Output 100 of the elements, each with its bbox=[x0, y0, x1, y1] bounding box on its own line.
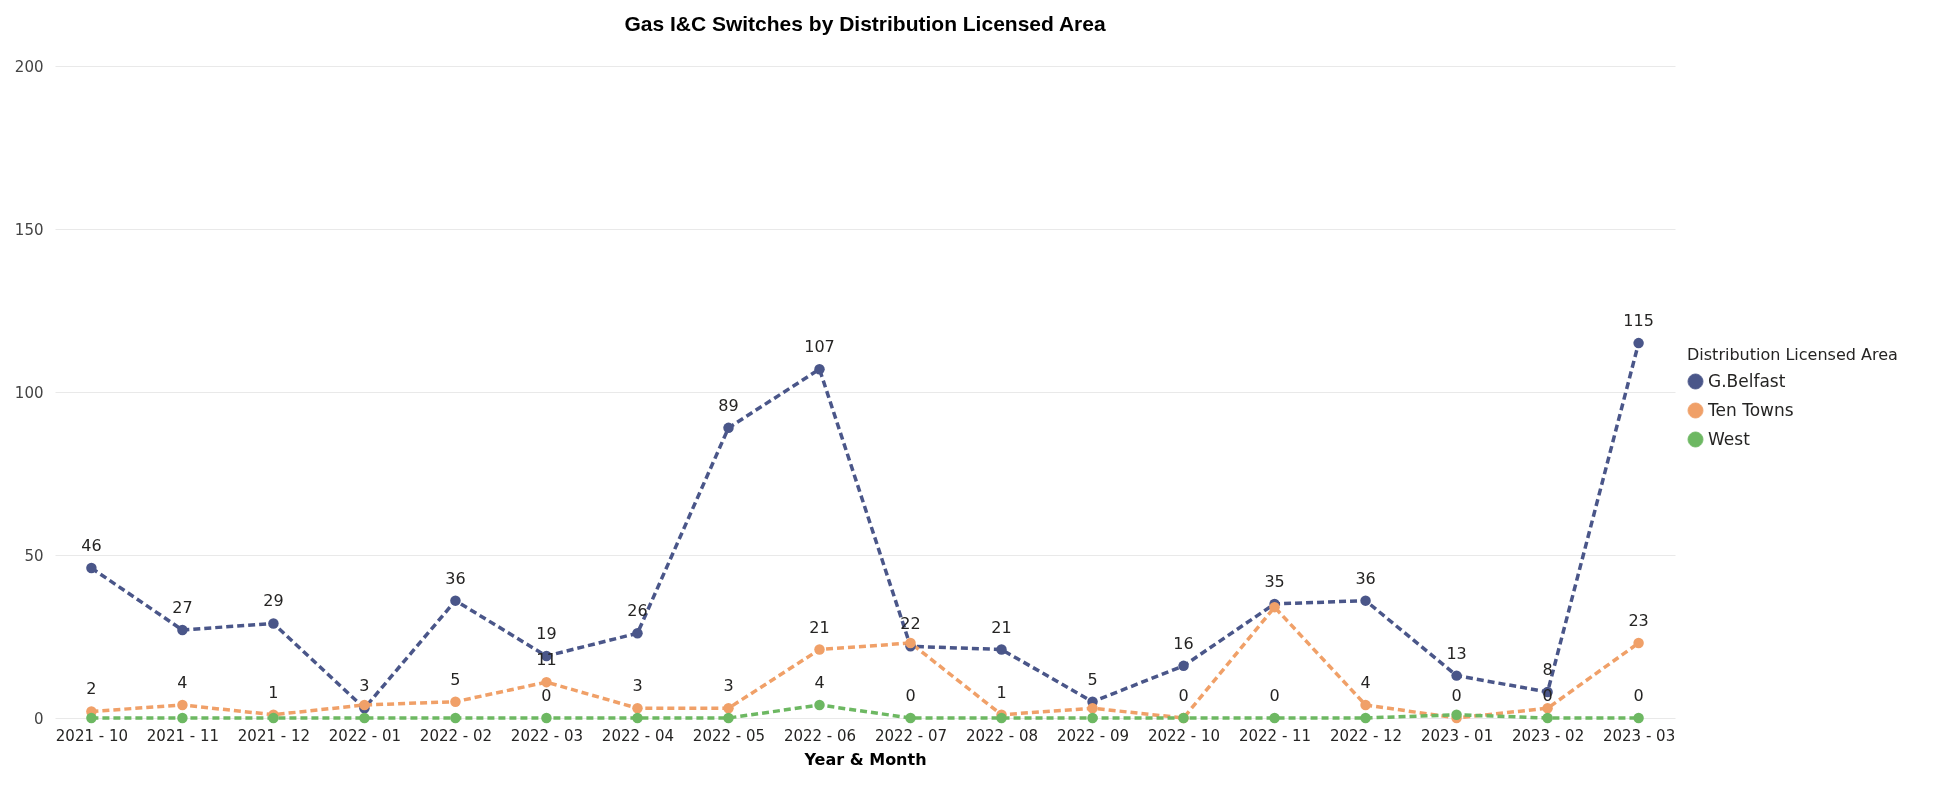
point bbox=[632, 712, 643, 724]
data-label: 8 bbox=[1542, 659, 1553, 679]
data-label: 2 bbox=[86, 679, 97, 699]
y-tick-label: 200 bbox=[14, 57, 44, 76]
x-tick-label: 2022 - 07 bbox=[874, 726, 948, 745]
data-label: 46 bbox=[81, 536, 102, 556]
data-label: 4 bbox=[1360, 672, 1371, 692]
y-tick-label: 150 bbox=[14, 220, 44, 239]
data-label: 16 bbox=[1173, 633, 1194, 653]
data-label: 0 bbox=[1269, 686, 1280, 705]
y-tick-label: 100 bbox=[14, 383, 44, 402]
data-label: 1 bbox=[996, 682, 1007, 702]
legend-label: Ten Towns bbox=[1707, 399, 1794, 420]
point bbox=[996, 644, 1007, 655]
point bbox=[177, 712, 188, 724]
data-label: 36 bbox=[1355, 568, 1376, 588]
point bbox=[1542, 712, 1553, 724]
data-label: 5 bbox=[1087, 669, 1098, 689]
point bbox=[268, 618, 279, 629]
point bbox=[723, 422, 734, 434]
legend-label: West bbox=[1708, 428, 1751, 449]
data-label: 3 bbox=[723, 676, 734, 696]
point bbox=[723, 702, 734, 714]
point bbox=[905, 712, 916, 724]
data-label: 5 bbox=[450, 669, 461, 689]
x-tick-label: 2022 - 12 bbox=[1329, 726, 1403, 745]
x-tick-label: 2021 - 10 bbox=[55, 726, 129, 745]
data-label: 115 bbox=[1623, 311, 1654, 331]
point bbox=[1178, 660, 1189, 672]
x-tick-label: 2022 - 05 bbox=[692, 726, 766, 745]
point bbox=[632, 628, 643, 639]
point bbox=[86, 712, 97, 724]
data-label: 35 bbox=[1264, 571, 1285, 591]
data-label: 3 bbox=[632, 676, 643, 696]
data-label: 107 bbox=[804, 337, 835, 357]
point bbox=[450, 595, 461, 606]
data-label: 0 bbox=[541, 686, 552, 705]
point bbox=[1087, 712, 1098, 724]
point bbox=[814, 644, 825, 655]
point bbox=[359, 712, 370, 724]
data-label: 26 bbox=[627, 601, 648, 621]
y-tick-label: 0 bbox=[33, 709, 44, 728]
point bbox=[1360, 699, 1371, 711]
point bbox=[1360, 595, 1371, 606]
x-tick-label: 2021 - 12 bbox=[237, 726, 311, 745]
legend-title: Distribution Licensed Area bbox=[1687, 345, 1898, 364]
point bbox=[1269, 712, 1280, 724]
data-label: 21 bbox=[991, 617, 1012, 637]
x-tick-label: 2023 - 03 bbox=[1602, 726, 1676, 745]
point bbox=[723, 712, 734, 724]
data-label: 23 bbox=[1628, 611, 1649, 631]
point bbox=[450, 712, 461, 724]
point bbox=[632, 702, 643, 714]
point bbox=[177, 624, 188, 636]
x-tick-label: 2022 - 02 bbox=[419, 726, 493, 745]
x-tick-label: 2023 - 01 bbox=[1420, 726, 1494, 745]
data-label: 36 bbox=[445, 568, 466, 588]
point bbox=[1633, 337, 1644, 349]
y-tick-label: 50 bbox=[24, 546, 44, 565]
data-label: 22 bbox=[900, 614, 921, 634]
point bbox=[1633, 712, 1644, 724]
x-tick-label: 2023 - 02 bbox=[1511, 726, 1585, 745]
point bbox=[814, 699, 825, 711]
point bbox=[86, 562, 97, 574]
x-tick-label: 2022 - 08 bbox=[965, 726, 1039, 745]
point bbox=[541, 676, 552, 688]
data-label: 19 bbox=[536, 624, 557, 644]
point bbox=[905, 637, 916, 649]
chart-title: Gas I&C Switches by Distribution Licensed Area bbox=[624, 12, 1106, 35]
x-tick-label: 2021 - 11 bbox=[146, 726, 220, 745]
data-label: 89 bbox=[718, 395, 739, 415]
data-label: 27 bbox=[172, 597, 193, 617]
point bbox=[1633, 637, 1644, 649]
data-label: 0 bbox=[1451, 686, 1462, 705]
x-tick-label: 2022 - 04 bbox=[601, 726, 675, 745]
x-tick-label: 2022 - 01 bbox=[328, 726, 402, 745]
point bbox=[1542, 702, 1553, 714]
point bbox=[450, 696, 461, 707]
data-label: 0 bbox=[905, 686, 916, 705]
x-tick-label: 2022 - 10 bbox=[1147, 726, 1221, 745]
x-tick-label: 2022 - 11 bbox=[1238, 726, 1312, 745]
point bbox=[996, 712, 1007, 724]
x-tick-label: 2022 - 09 bbox=[1056, 726, 1130, 745]
data-label: 0 bbox=[1633, 686, 1644, 705]
data-label: 21 bbox=[809, 617, 830, 637]
data-label: 4 bbox=[814, 672, 825, 692]
point bbox=[177, 699, 188, 711]
data-label: 0 bbox=[1178, 686, 1189, 705]
data-label: 29 bbox=[263, 591, 284, 611]
point bbox=[268, 712, 279, 724]
point bbox=[541, 712, 552, 724]
data-label: 13 bbox=[1446, 643, 1467, 663]
point bbox=[1451, 670, 1462, 681]
point bbox=[1451, 709, 1462, 720]
data-label: 1 bbox=[268, 682, 279, 702]
data-label: 4 bbox=[177, 672, 188, 692]
point bbox=[814, 363, 825, 375]
x-tick-label: 2022 - 03 bbox=[510, 726, 584, 745]
data-label: 3 bbox=[359, 676, 370, 696]
legend-label: G.Belfast bbox=[1708, 370, 1786, 391]
